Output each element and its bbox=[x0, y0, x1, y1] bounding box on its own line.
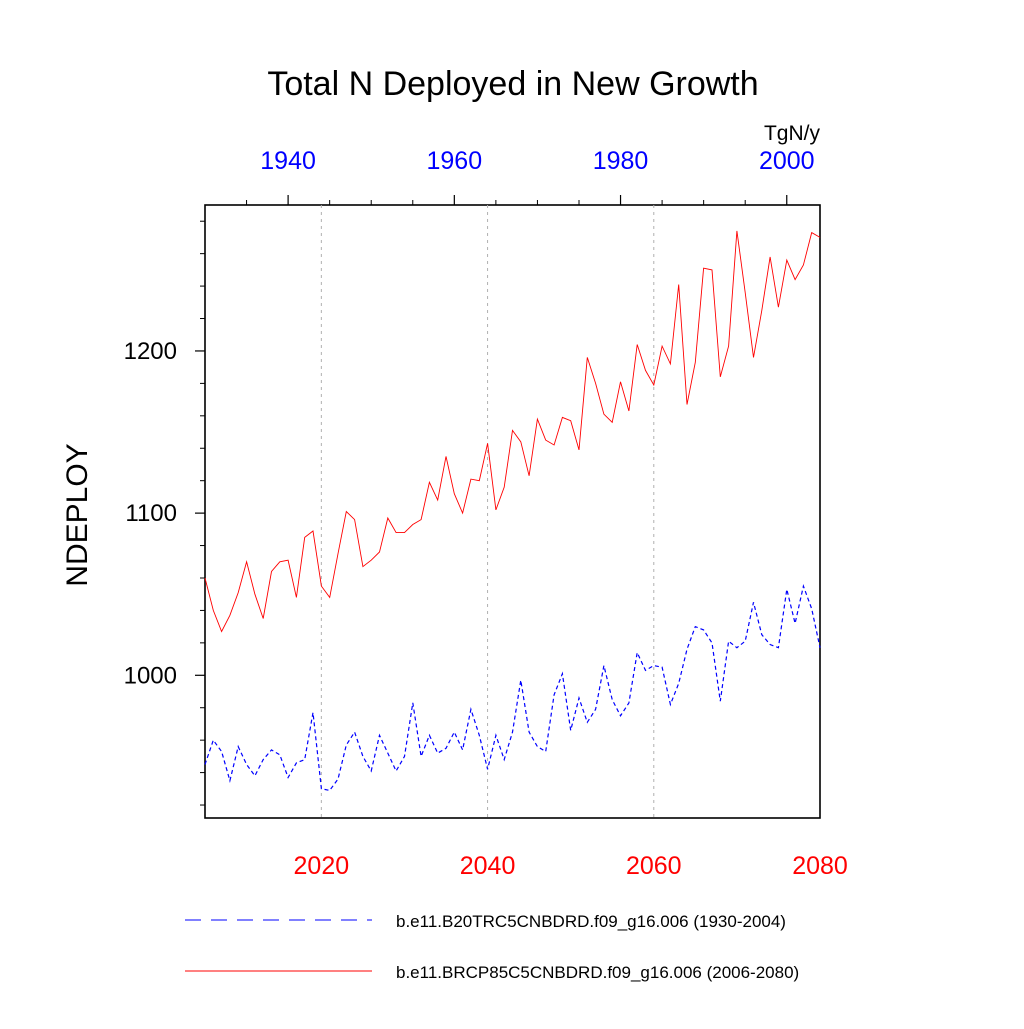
legend-label-rcp85: b.e11.BRCP85C5CNBDRD.f09_g16.006 (2006-2… bbox=[396, 963, 799, 982]
top-tick-label-1980: 1980 bbox=[593, 147, 649, 175]
vertical-gridlines bbox=[320, 205, 655, 818]
chart-title: Total N Deployed in New Growth bbox=[267, 65, 758, 103]
bottom-tick-label-2060: 2060 bbox=[626, 852, 682, 880]
series-lines bbox=[204, 230, 821, 792]
series-line-historical bbox=[204, 583, 821, 792]
series-line-rcp85 bbox=[204, 230, 821, 633]
y-tick-label-1200: 1200 bbox=[124, 338, 177, 365]
plot-frame bbox=[204, 204, 821, 819]
bottom-tick-label-2040: 2040 bbox=[460, 852, 516, 880]
y-tick-label-1000: 1000 bbox=[124, 662, 177, 689]
tick-labels: 1000 1100 1200 1940 1960 1980 2000 2020 2040 2060… bbox=[124, 147, 848, 880]
axis-ticks bbox=[195, 195, 788, 806]
top-tick-label-2000: 2000 bbox=[759, 147, 815, 175]
bottom-tick-label-2020: 2020 bbox=[294, 852, 350, 880]
top-tick-label-1960: 1960 bbox=[427, 147, 483, 175]
legend: b.e11.B20TRC5CNBDRD.f09_g16.006 (1930-20… bbox=[185, 912, 799, 982]
y-tick-label-1100: 1100 bbox=[125, 500, 177, 527]
legend-label-historical: b.e11.B20TRC5CNBDRD.f09_g16.006 (1930-20… bbox=[396, 912, 786, 931]
units-label: TgN/y bbox=[764, 122, 821, 145]
y-axis-label: NDEPLOY bbox=[61, 443, 94, 586]
top-tick-label-1940: 1940 bbox=[260, 147, 316, 175]
bottom-tick-label-2080: 2080 bbox=[792, 852, 848, 880]
